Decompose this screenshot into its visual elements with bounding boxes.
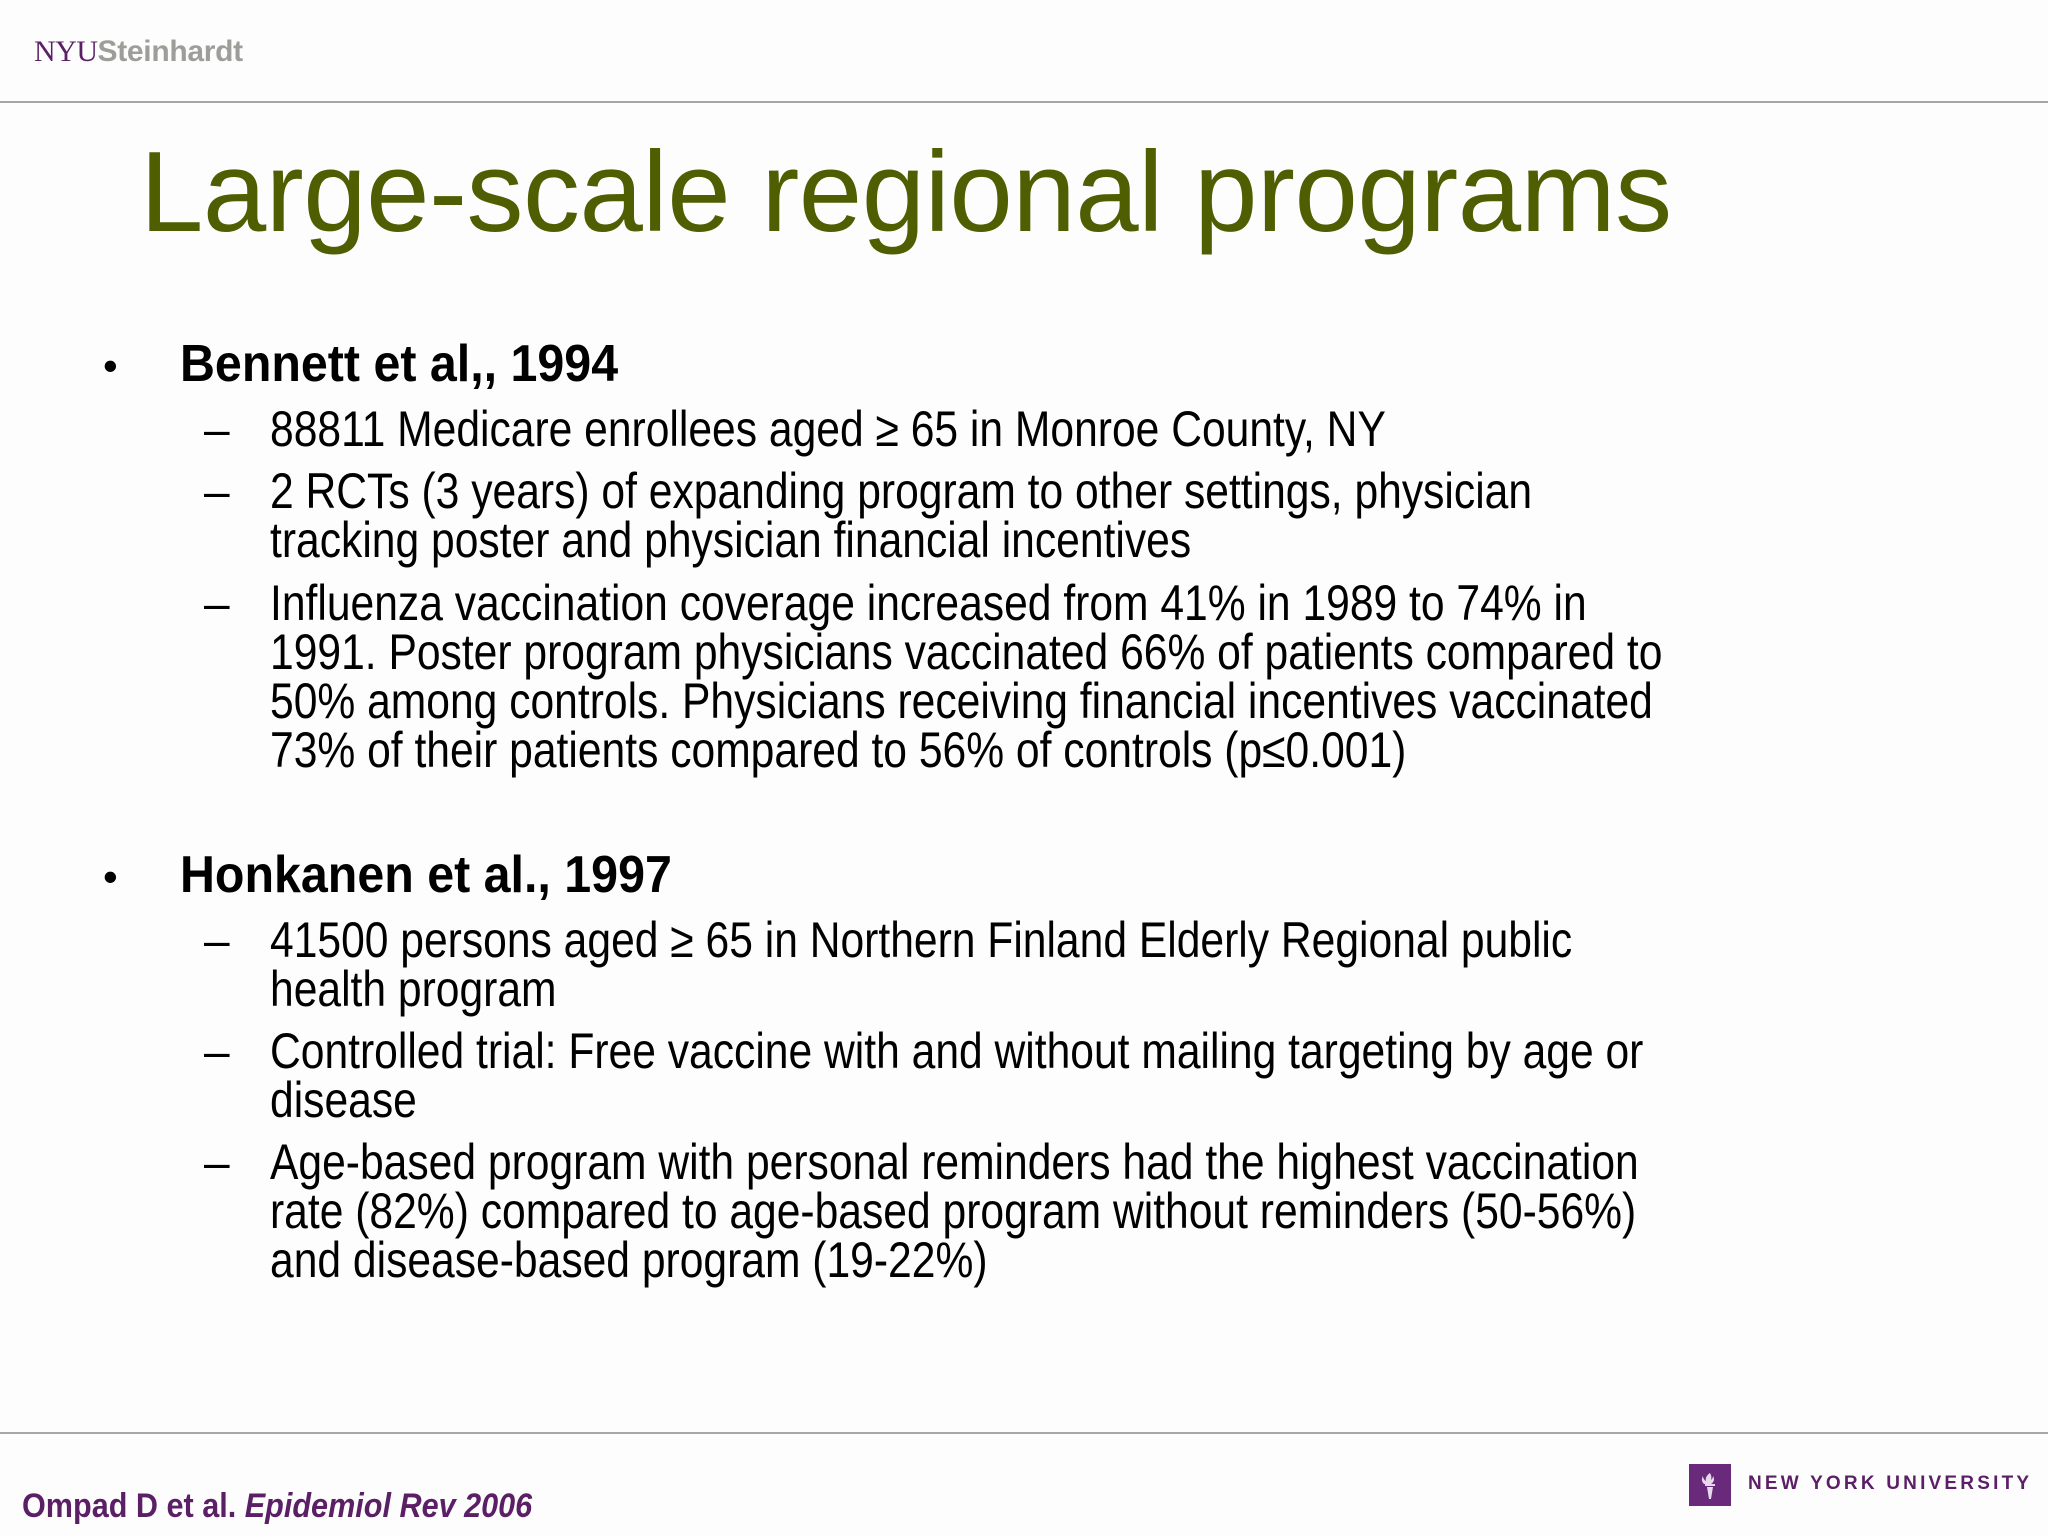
list-item-line: disease [270,1072,417,1128]
citation-authors: Ompad D et al. [22,1487,245,1525]
list-item-line: and disease-based program (19-22%) [270,1232,988,1288]
section-heading: Honkanen et al., 1997 [180,846,672,904]
nyu-wordmark: NEW YORK UNIVERSITY [1748,1473,2033,1494]
logo-steinhardt-text: Steinhardt [97,35,244,68]
list-item-line: 50% among controls. Physicians receiving… [270,673,1653,729]
header-divider [0,101,2048,103]
logo-nyu-text: NYU [34,35,98,68]
dash-icon: – [204,465,230,517]
bullet-icon: • [103,342,118,389]
list-item-line: health program [270,961,557,1017]
bullet-icon: • [103,853,118,900]
list-item-line: 1991. Poster program physicians vaccinat… [270,624,1663,680]
list-item-line: 88811 Medicare enrollees aged ≥ 65 in Mo… [270,401,1386,457]
dash-icon: – [204,577,230,629]
list-item-line: Age-based program with personal reminder… [270,1134,1639,1190]
list-item-line: 73% of their patients compared to 56% of… [270,722,1407,778]
section-heading: Bennett et al,, 1994 [180,335,619,393]
nyu-steinhardt-logo: NYUSteinhardt [34,34,243,70]
footer-divider [0,1432,2048,1434]
list-item-line: Influenza vaccination coverage increased… [270,575,1587,631]
list-item-line: rate (82%) compared to age-based program… [270,1183,1637,1239]
dash-icon: – [204,403,230,455]
list-item-line: tracking poster and physician financial … [270,512,1192,568]
dash-icon: – [204,1136,230,1188]
slide-title: Large-scale regional programs [140,129,1672,256]
dash-icon: – [204,1025,230,1077]
dash-icon: – [204,914,230,966]
list-item-line: Controlled trial: Free vaccine with and … [270,1023,1644,1079]
nyu-torch-icon [1689,1464,1731,1506]
list-item-line: 2 RCTs (3 years) of expanding program to… [270,463,1533,519]
list-item-line: 41500 persons aged ≥ 65 in Northern Finl… [270,912,1573,968]
citation-journal: Epidemiol Rev 2006 [244,1487,533,1525]
citation: Ompad D et al. Epidemiol Rev 2006 [22,1486,532,1526]
